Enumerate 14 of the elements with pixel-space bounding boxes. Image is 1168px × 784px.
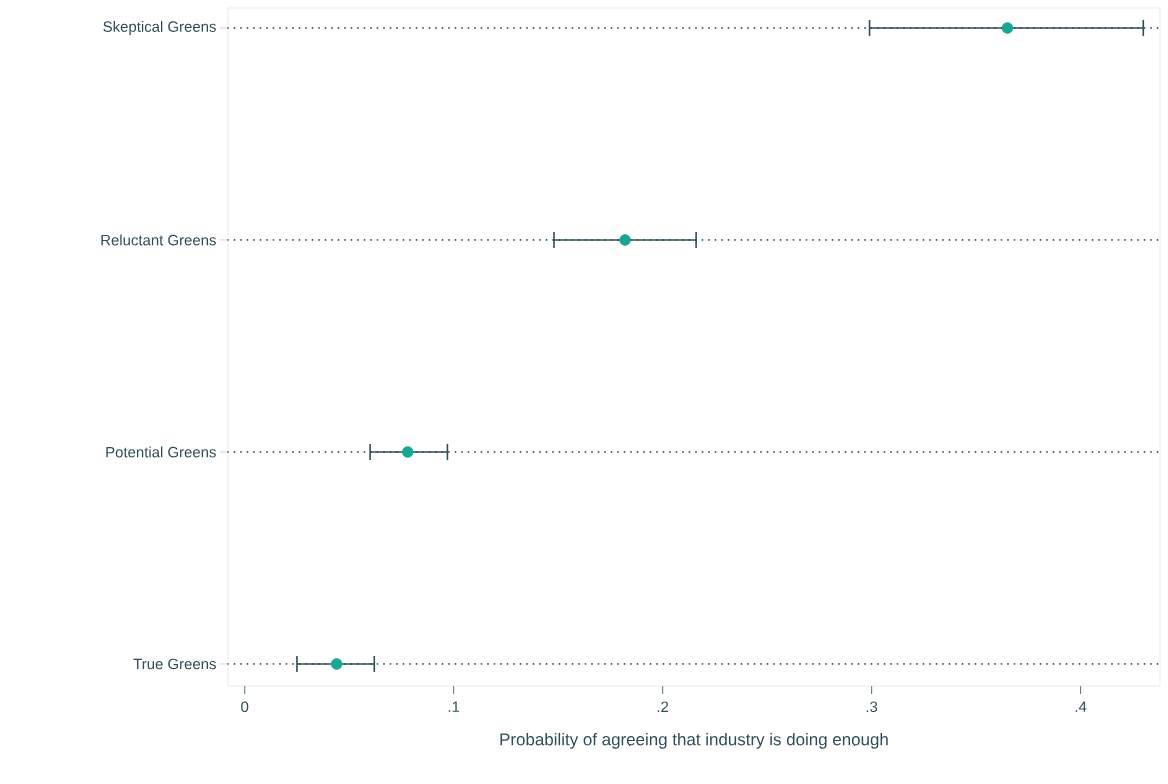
y-tick-label: True Greens: [133, 658, 216, 670]
point: [1001, 22, 1014, 34]
x-tick-label: .1: [448, 701, 460, 712]
y-tick-label: Potential Greens: [106, 446, 216, 458]
x-tick-label: .4: [1075, 701, 1087, 712]
y-tick-label: Skeptical Greens: [103, 20, 216, 35]
point: [402, 446, 414, 458]
y-tick-label: Reluctant Greens: [101, 234, 216, 246]
point: [330, 658, 343, 670]
point: [619, 234, 631, 246]
x-tick-label: .3: [866, 701, 878, 713]
x-tick-label: 0: [241, 701, 249, 713]
x-axis-title: Probability of agreeing that industry is doing enough: [500, 732, 888, 749]
x-tick-label: .2: [657, 701, 669, 712]
